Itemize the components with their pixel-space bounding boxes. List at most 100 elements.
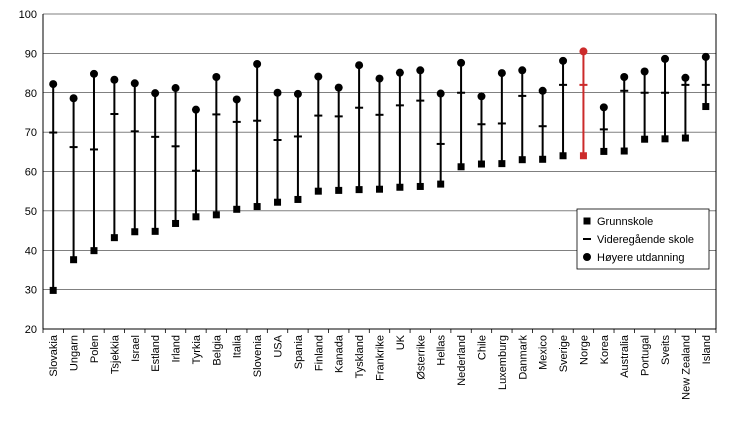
legend-label: Høyere utdanning — [597, 252, 684, 264]
hoyere-point — [232, 95, 241, 104]
hoyere-point — [355, 61, 364, 70]
grunnskole-point — [131, 228, 139, 236]
videregaende-point — [599, 128, 608, 131]
hoyere-point — [538, 86, 547, 95]
grunnskole-point — [233, 205, 241, 213]
grunnskole-point — [498, 160, 506, 168]
y-tick-label: 90 — [25, 48, 37, 60]
videregaende-point — [701, 83, 710, 86]
y-tick-label: 40 — [25, 245, 37, 257]
videregaende-point — [49, 131, 58, 134]
hoyere-point — [579, 47, 588, 56]
legend-marker-dash — [583, 238, 591, 240]
grunnskole-point — [600, 147, 608, 155]
grunnskole-point — [274, 198, 282, 206]
x-tick-label: UK — [395, 334, 407, 350]
videregaende-point — [89, 148, 98, 151]
x-tick-label: Østerrike — [415, 335, 427, 380]
x-tick-label: Norge — [578, 335, 590, 365]
x-tick-label: Irland — [171, 335, 183, 363]
grunnskole-point — [192, 213, 200, 221]
x-tick-label: Slovakia — [48, 334, 60, 376]
y-tick-label: 30 — [25, 285, 37, 297]
hoyere-point — [518, 66, 527, 75]
x-axis: Slovakia Ungarn Polen Tsjekkia Israel Estland… — [42, 329, 717, 400]
x-tick-label: New Zealand — [680, 335, 692, 400]
hoyere-point — [69, 94, 78, 103]
x-tick-label: Portugal — [640, 335, 652, 376]
grunnskole-point — [681, 134, 689, 142]
y-tick-label: 60 — [25, 167, 37, 179]
x-tick-label: Frankrike — [375, 335, 387, 381]
hoyere-point — [253, 60, 262, 69]
hoyere-point — [436, 89, 445, 98]
hoyere-point — [49, 80, 58, 89]
videregaende-point — [375, 113, 384, 116]
x-tick-label: Australia — [619, 334, 631, 378]
videregaende-point — [579, 83, 588, 86]
x-tick-label: Ungarn — [69, 335, 81, 371]
grunnskole-point — [579, 152, 587, 160]
grunnskole-point — [212, 211, 220, 219]
grunnskole-point — [70, 256, 78, 264]
videregaende-point — [151, 135, 160, 138]
hoyere-point — [701, 52, 710, 61]
hoyere-point — [681, 73, 690, 82]
videregaende-point — [232, 120, 241, 123]
grunnskole-point — [355, 186, 363, 194]
grunnskole-point — [294, 195, 302, 203]
legend-label: Grunnskole — [597, 216, 653, 228]
y-tick-label: 80 — [25, 88, 37, 100]
hoyere-point — [130, 79, 139, 88]
hoyere-point — [599, 103, 608, 112]
x-tick-label: Polen — [89, 335, 101, 363]
x-tick-label: Danmark — [517, 335, 529, 380]
x-tick-label: Chile — [476, 335, 488, 360]
videregaende-point — [355, 106, 364, 109]
hoyere-point — [559, 56, 568, 65]
hoyere-point — [314, 72, 323, 81]
videregaende-point — [661, 91, 670, 94]
videregaende-point — [171, 145, 180, 148]
grunnskole-point — [396, 183, 404, 191]
grunnskole-point — [661, 135, 669, 143]
grunnskole-point — [437, 180, 445, 188]
videregaende-point — [293, 135, 302, 138]
hoyere-point — [191, 105, 200, 114]
x-tick-label: Mexico — [538, 335, 550, 370]
y-tick-label: 20 — [25, 324, 37, 336]
grunnskole-point — [335, 186, 343, 194]
y-tick-label: 50 — [25, 206, 37, 218]
x-tick-label: Tsjekkia — [109, 334, 121, 374]
videregaende-point — [497, 122, 506, 125]
videregaende-point — [395, 104, 404, 107]
hoyere-point — [151, 89, 160, 98]
hoyere-point — [457, 58, 466, 67]
grunnskole-point — [416, 182, 424, 190]
legend-box — [576, 208, 710, 270]
x-tick-label: Spania — [293, 334, 305, 369]
legend-marker-square — [583, 217, 591, 225]
x-tick-label: Island — [701, 335, 713, 364]
hoyere-point — [416, 66, 425, 75]
x-tick-label: Korea — [599, 334, 611, 364]
legend-marker-circle — [583, 253, 591, 261]
hoyere-point — [620, 73, 629, 81]
grunnskole-point — [702, 103, 710, 111]
y-tick-label: 70 — [25, 127, 37, 139]
hoyere-point — [661, 54, 670, 63]
hoyere-point — [273, 88, 282, 97]
hoyere-point — [375, 74, 384, 83]
grunnskole-point — [49, 286, 57, 294]
videregaende-point — [212, 113, 221, 116]
grunnskole-point — [641, 135, 649, 143]
grunnskole-point — [314, 187, 322, 195]
videregaende-point — [559, 83, 568, 86]
grunnskole-point — [253, 203, 261, 211]
data-marks — [49, 47, 710, 294]
videregaende-point — [477, 123, 486, 126]
videregaende-point — [436, 142, 445, 145]
x-tick-label: Hellas — [436, 335, 448, 366]
legend: Grunnskole Videregående skole Høyere utdan… — [576, 208, 710, 270]
hoyere-point — [212, 73, 221, 81]
